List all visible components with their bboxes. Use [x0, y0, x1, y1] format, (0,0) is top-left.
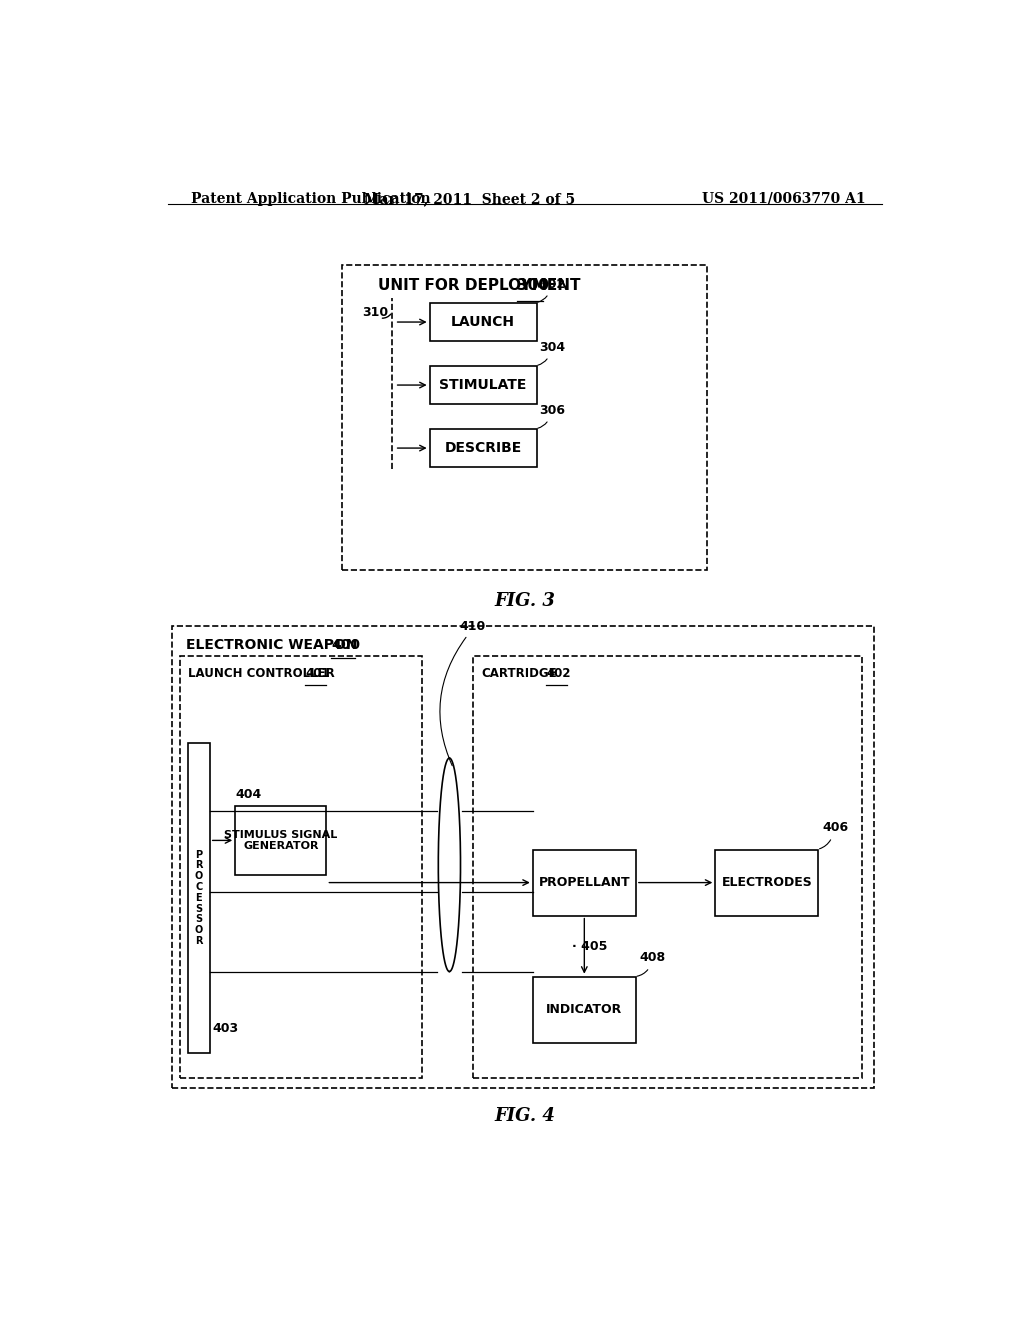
Text: 302: 302: [539, 277, 565, 290]
Text: LAUNCH CONTROLLER: LAUNCH CONTROLLER: [187, 667, 334, 680]
Text: Patent Application Publication: Patent Application Publication: [191, 191, 431, 206]
Text: ELECTRONIC WEAPON: ELECTRONIC WEAPON: [186, 638, 357, 652]
Bar: [172, 626, 874, 1089]
Text: 403: 403: [213, 1022, 239, 1035]
Text: 401: 401: [305, 667, 330, 680]
Bar: [430, 429, 537, 467]
Text: 410: 410: [460, 620, 486, 634]
Text: CARTRIDGE: CARTRIDGE: [481, 667, 557, 680]
Bar: [179, 656, 422, 1078]
Bar: [532, 850, 636, 916]
Text: INDICATOR: INDICATOR: [546, 1003, 623, 1016]
Bar: [473, 656, 862, 1078]
Text: 402: 402: [546, 667, 570, 680]
Text: · 405: · 405: [572, 940, 608, 953]
Text: 306: 306: [539, 404, 565, 417]
Text: 406: 406: [822, 821, 849, 834]
Text: 408: 408: [640, 952, 666, 965]
Text: FIG. 3: FIG. 3: [495, 593, 555, 610]
Text: P
R
O
C
E
S
S
O
R: P R O C E S S O R: [195, 850, 203, 946]
Bar: [715, 850, 818, 916]
Text: PROPELLANT: PROPELLANT: [539, 876, 630, 890]
Bar: [187, 743, 210, 1053]
Text: LAUNCH: LAUNCH: [452, 315, 515, 329]
Text: STIMULATE: STIMULATE: [439, 378, 526, 392]
Text: 400: 400: [331, 638, 360, 652]
Text: STIMULUS SIGNAL
GENERATOR: STIMULUS SIGNAL GENERATOR: [224, 829, 337, 851]
Bar: [430, 302, 537, 342]
Text: ELECTRODES: ELECTRODES: [722, 876, 812, 890]
Text: 300: 300: [517, 279, 549, 293]
Text: UNIT FOR DEPLOYMENT: UNIT FOR DEPLOYMENT: [378, 279, 581, 293]
Text: 304: 304: [539, 341, 565, 354]
Text: 404: 404: [236, 788, 261, 801]
Text: 310: 310: [362, 306, 388, 318]
Text: Mar. 17, 2011  Sheet 2 of 5: Mar. 17, 2011 Sheet 2 of 5: [364, 191, 574, 206]
Bar: [342, 265, 708, 570]
Text: DESCRIBE: DESCRIBE: [444, 441, 522, 455]
Text: FIG. 4: FIG. 4: [495, 1106, 555, 1125]
Bar: [430, 366, 537, 404]
Bar: [236, 805, 327, 875]
Bar: [532, 977, 636, 1043]
Text: US 2011/0063770 A1: US 2011/0063770 A1: [702, 191, 866, 206]
